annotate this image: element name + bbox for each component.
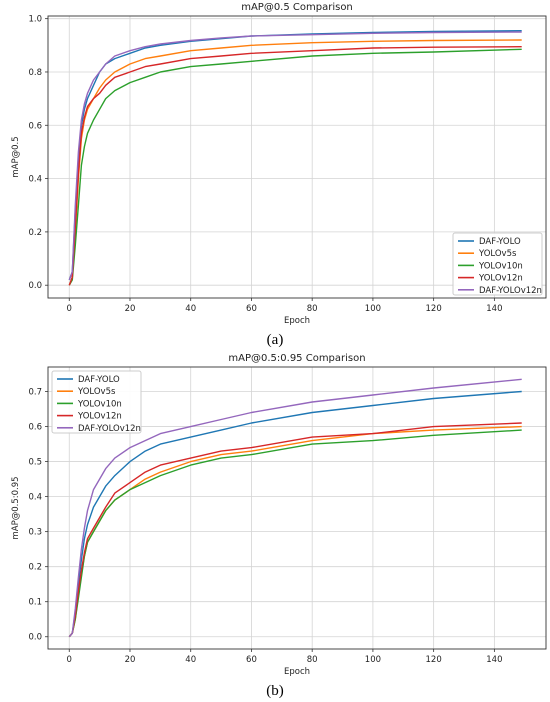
legend-label-yolov5s: YOLOv5s (77, 387, 116, 397)
y-tick-label: 0.7 (28, 388, 42, 398)
y-axis-label: mAP@0.5:0.95 (11, 476, 21, 539)
series-line-yolov12n (68, 46, 522, 286)
ticks: 0 20 40 60 80 100 120 140 0.0 0.1 0.2 0.3 0.4 0.5 0.6 0… (28, 388, 502, 665)
x-tick-label: 100 (365, 304, 381, 314)
chart-title: mAP@0.5:0.95 Comparison (228, 353, 365, 364)
panel-a: mAP@0.5 Comparison 0 20 40 60 80 100 120 140 0.0 0… (11, 2, 547, 348)
x-tick-label: 80 (307, 655, 318, 665)
x-tick-label: 120 (426, 304, 442, 314)
x-tick-label: 140 (486, 655, 502, 665)
legend-label-yolov12n: YOLOv12n (77, 412, 122, 422)
legend-label-yolov10n: YOLOv10n (77, 399, 122, 409)
y-tick-label: 0.2 (28, 228, 42, 238)
y-tick-label: 0.1 (28, 598, 42, 608)
y-tick-label: 1.0 (28, 15, 42, 25)
y-tick-label: 0.5 (28, 458, 42, 468)
x-tick-label: 0 (67, 304, 72, 314)
series-line-daf-yolov12n (68, 378, 522, 638)
x-tick-label: 100 (365, 655, 381, 665)
x-tick-label: 140 (486, 304, 502, 314)
caption-b: (b) (266, 683, 284, 699)
y-axis-label: mAP@0.5 (11, 136, 21, 177)
series-line-daf-yolo (68, 390, 522, 638)
caption-a: (a) (266, 332, 284, 348)
legend-label-daf-yolo: DAF-YOLO (479, 237, 521, 247)
legend-label-daf-yolov12n: DAF-YOLOv12n (78, 424, 141, 434)
x-tick-label: 0 (67, 655, 72, 665)
legend: DAF-YOLO YOLOv5s YOLOv10n YOLOv12n DAF-YOLOv… (51, 370, 142, 434)
x-tick-label: 60 (246, 655, 257, 665)
legend-label-yolov12n: YOLOv12n (478, 274, 523, 284)
x-axis-label: Epoch (284, 316, 310, 326)
y-tick-label: 0.2 (28, 563, 42, 573)
grid (48, 16, 546, 298)
x-tick-label: 80 (307, 304, 318, 314)
x-tick-label: 120 (426, 655, 442, 665)
series-line-daf-yolov12n (68, 31, 522, 281)
plot-frame (47, 366, 547, 650)
chart-map50-95: mAP@0.5:0.95 Comparison 0 20 40 60 80 100 120 14… (11, 353, 547, 677)
ticks: 0 20 40 60 80 100 120 140 0.0 0.2 0.4 0.6 0.8 1.0 (28, 15, 502, 314)
legend: DAF-YOLO YOLOv5s YOLOv10n YOLOv12n DAF-YOLOv… (452, 232, 543, 296)
series-lines (68, 378, 522, 638)
legend-label-yolov10n: YOLOv10n (478, 261, 523, 271)
legend-box (452, 232, 543, 296)
chart-title: mAP@0.5 Comparison (241, 2, 353, 13)
legend-label-yolov5s: YOLOv5s (478, 249, 517, 259)
series-lines (68, 30, 522, 286)
legend-label-daf-yolov12n: DAF-YOLOv12n (479, 286, 542, 296)
panel-b: mAP@0.5:0.95 Comparison 0 20 40 60 80 100 120 14… (0, 351, 550, 702)
y-tick-label: 0.6 (28, 121, 42, 131)
x-tick-label: 20 (125, 304, 136, 314)
series-line-yolov10n (68, 48, 522, 286)
y-tick-label: 0.4 (28, 175, 42, 185)
y-tick-label: 0.8 (28, 68, 42, 78)
series-line-yolov10n (68, 429, 522, 638)
legend-box (51, 370, 142, 434)
y-tick-label: 0.0 (28, 633, 42, 643)
y-tick-label: 0.3 (28, 528, 42, 538)
x-tick-label: 60 (246, 304, 257, 314)
x-tick-label: 40 (185, 655, 196, 665)
series-line-yolov12n (68, 422, 522, 638)
y-tick-label: 0.6 (28, 423, 42, 433)
plot-frame (47, 15, 547, 299)
x-tick-label: 20 (125, 655, 136, 665)
y-tick-label: 0.4 (28, 493, 42, 503)
x-tick-label: 40 (185, 304, 196, 314)
x-axis-label: Epoch (284, 667, 310, 677)
y-tick-label: 0.0 (28, 281, 42, 291)
legend-label-daf-yolo: DAF-YOLO (78, 375, 120, 385)
